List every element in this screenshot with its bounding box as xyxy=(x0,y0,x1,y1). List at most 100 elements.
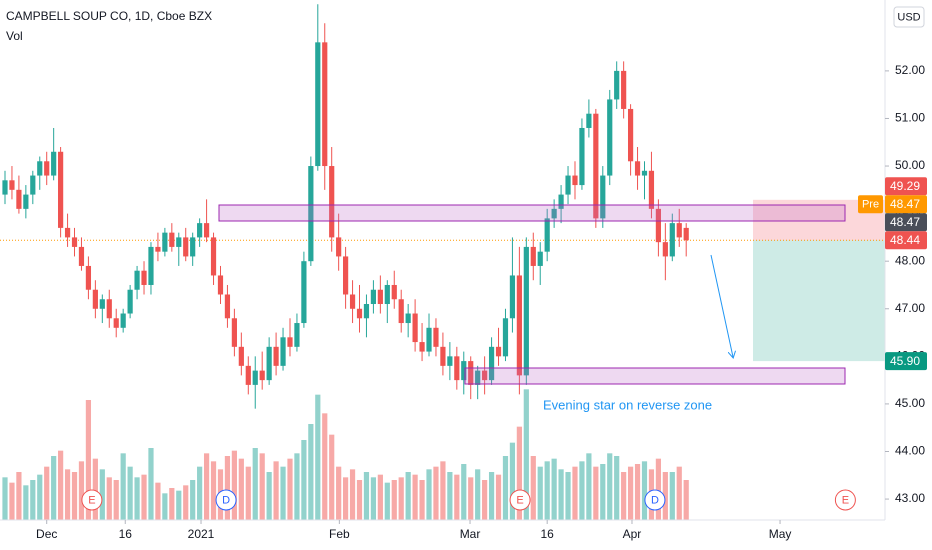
volume-bar xyxy=(141,474,147,520)
volume-bar xyxy=(356,480,363,520)
volume-bar xyxy=(2,477,8,520)
volume-bar xyxy=(614,456,620,520)
candle-body xyxy=(391,284,397,300)
y-tick-label: 44.00 xyxy=(895,444,925,458)
volume-bar xyxy=(405,472,411,520)
event-label[interactable]: E xyxy=(88,494,95,506)
event-marker[interactable] xyxy=(509,489,531,511)
candle-body xyxy=(426,327,432,352)
volume-bar xyxy=(447,472,453,520)
volume-bar xyxy=(349,469,356,520)
volume-bar xyxy=(9,482,15,520)
candle-body xyxy=(600,175,606,219)
event-marker[interactable] xyxy=(215,489,237,511)
x-tick-label: May xyxy=(769,527,792,541)
volume-bar xyxy=(433,466,439,520)
candle-body xyxy=(92,289,98,309)
candle-body xyxy=(607,99,613,176)
y-tick-label: 48.00 xyxy=(895,253,925,267)
price-tag xyxy=(885,195,927,214)
y-tick-label: 43.00 xyxy=(895,491,925,505)
volume-bar xyxy=(85,400,92,520)
volume-bar xyxy=(586,453,592,520)
x-tick-label: Feb xyxy=(329,527,350,541)
plot-front: Evening star on reverse zone xyxy=(218,204,846,412)
event-label[interactable]: E xyxy=(842,494,849,506)
volume-bar xyxy=(495,474,502,520)
currency[interactable]: USD xyxy=(897,11,920,23)
candle-body xyxy=(593,113,599,219)
volume-bar xyxy=(363,472,370,520)
volume-bar xyxy=(384,482,390,520)
plot-back xyxy=(0,199,885,520)
candle-body xyxy=(461,361,467,381)
candle-body xyxy=(530,246,536,266)
volume-bar xyxy=(37,474,43,520)
event-label[interactable]: E xyxy=(516,494,523,506)
volume-bar xyxy=(509,442,516,520)
candle-body xyxy=(565,175,571,195)
event-marker[interactable] xyxy=(644,489,666,511)
volume-bar xyxy=(634,464,641,520)
volume-bar xyxy=(197,466,203,520)
volume-bar xyxy=(370,477,377,520)
candle-body xyxy=(655,208,661,243)
candle-body xyxy=(551,208,557,219)
volume-bar xyxy=(231,450,237,520)
volume-label: Vol xyxy=(6,29,23,43)
volume-bar xyxy=(600,464,606,520)
volume-bar xyxy=(134,477,140,520)
candle-body xyxy=(662,242,668,257)
annotation: Evening star on reverse zone xyxy=(543,397,712,412)
volume-bar xyxy=(148,448,154,520)
volume-bar xyxy=(655,458,661,520)
volume-bar xyxy=(454,474,460,520)
volume-bar xyxy=(30,480,36,520)
volume-bar xyxy=(183,485,189,520)
currency-box[interactable] xyxy=(893,6,925,28)
candle-body xyxy=(648,170,655,209)
event-marker[interactable] xyxy=(834,489,856,511)
volume-bar xyxy=(558,469,564,520)
x-tick-label: Apr xyxy=(623,527,642,541)
volume-bar xyxy=(322,413,328,520)
candle-body xyxy=(190,237,196,257)
volume-bar xyxy=(176,490,182,520)
candle-body xyxy=(44,161,50,176)
event-label[interactable]: D xyxy=(222,494,230,506)
volume-bar xyxy=(190,480,196,520)
candle-body xyxy=(58,151,64,228)
candle-body xyxy=(308,166,314,262)
candle-body xyxy=(558,194,564,209)
event-label[interactable]: D xyxy=(651,494,659,506)
candle-body xyxy=(454,356,460,381)
candle-body xyxy=(398,299,404,324)
arrow xyxy=(710,254,733,357)
support-zone xyxy=(464,367,846,385)
candle-body xyxy=(440,346,446,366)
volume-bar xyxy=(419,480,425,520)
candle-body xyxy=(155,246,161,252)
candle-body xyxy=(162,232,168,252)
volume-bar xyxy=(391,480,397,520)
y-tick-label: 51.00 xyxy=(895,111,925,125)
volume-bar xyxy=(78,461,85,520)
candle-body xyxy=(127,289,133,314)
session-tag xyxy=(858,195,883,214)
candle-body xyxy=(210,237,217,276)
volume-bar xyxy=(551,458,557,520)
candle-body xyxy=(349,294,356,309)
candle-body xyxy=(509,275,516,319)
volume-bar xyxy=(641,461,648,520)
event-marker[interactable] xyxy=(81,489,103,511)
y-tick-label: 52.00 xyxy=(895,63,925,77)
candle-body xyxy=(183,237,189,257)
candle-body xyxy=(120,313,126,328)
price-tag-label: 48.47 xyxy=(890,215,920,229)
volume-bar xyxy=(106,477,112,520)
volume-bar xyxy=(245,466,251,520)
x-tick-label: Mar xyxy=(460,527,481,541)
resistance-zone xyxy=(218,204,846,222)
volume-bar xyxy=(593,466,599,520)
volume-bar xyxy=(565,472,571,520)
